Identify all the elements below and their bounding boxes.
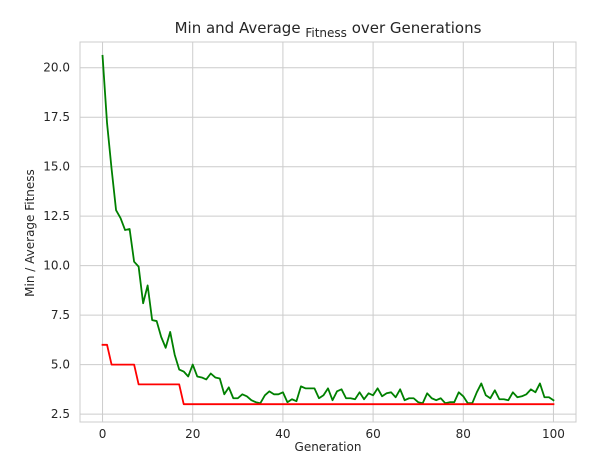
y-tick-label: 17.5 bbox=[43, 110, 70, 124]
series-line-2 bbox=[101, 343, 555, 406]
x-tick-label: 60 bbox=[365, 427, 380, 441]
chart-title-main: Min and Average bbox=[175, 19, 301, 37]
x-tick-label: 0 bbox=[99, 427, 107, 441]
y-tick-label: 10.0 bbox=[43, 259, 70, 273]
x-axis-label: Generation bbox=[295, 440, 362, 454]
series-layer bbox=[101, 54, 555, 406]
chart-title-sub: Fitness bbox=[305, 26, 347, 40]
x-tick-label: 40 bbox=[275, 427, 290, 441]
y-tick-label: 15.0 bbox=[43, 160, 70, 174]
y-tick-label: 2.5 bbox=[51, 407, 70, 421]
chart-title: Min and Average Fitness over Generations bbox=[175, 19, 482, 41]
x-tick-label: 20 bbox=[185, 427, 200, 441]
y-tick-label: 7.5 bbox=[51, 308, 70, 322]
plot-frame bbox=[79, 41, 577, 423]
grid-layer bbox=[79, 41, 577, 423]
x-tick-label: 80 bbox=[456, 427, 471, 441]
x-tick-label: 100 bbox=[542, 427, 565, 441]
y-axis-label: Min / Average Fitness bbox=[23, 169, 37, 297]
y-tick-label: 20.0 bbox=[43, 61, 70, 75]
y-tick-label: 12.5 bbox=[43, 209, 70, 223]
chart-title-tail: over Generations bbox=[352, 19, 482, 37]
y-tick-label: 5.0 bbox=[51, 358, 70, 372]
series-line-1 bbox=[101, 54, 555, 405]
tick-layer: 0 20 40 60 80 100 2.5 5.0 7.5 10.0 12.5 15.0 17.5 20.… bbox=[43, 61, 565, 441]
